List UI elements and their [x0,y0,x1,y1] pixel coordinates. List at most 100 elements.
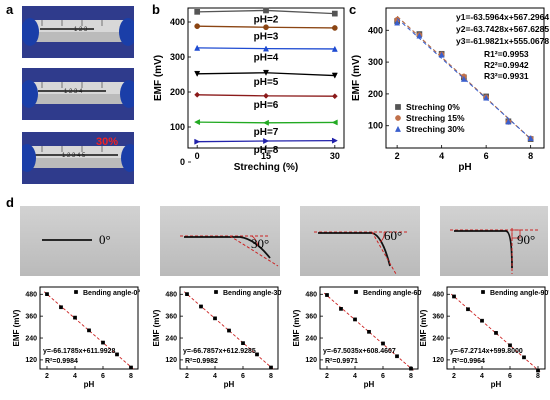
fit-r-squared: R²=0.9984 [45,358,78,365]
data-point [339,307,343,311]
data-point [194,119,201,126]
photo-bend-30 [160,206,280,276]
data-point [269,365,273,370]
fit-equation: y2=-63.7428x+567.6285 [456,24,549,34]
data-point [115,352,119,357]
series-label: pH=4 [254,53,279,64]
x-tick-label: 6 [381,373,385,380]
data-point [263,24,269,31]
data-point [263,92,269,99]
data-point [527,134,534,141]
y-axis-label: EMF (mV) [292,309,301,346]
panel-letter-c: c [349,2,357,17]
data-point [460,75,467,82]
y-axis-label: EMF (mV) [153,55,164,101]
x-tick-label: 6 [101,373,105,380]
y-tick-label: 240 [432,335,444,342]
x-tick-label: 2 [325,373,329,380]
x-tick-label: 6 [484,151,489,161]
series-label: pH=2 [254,14,279,25]
data-point [353,317,357,322]
x-axis-label: pH [491,380,502,389]
data-point [494,331,498,335]
data-point [194,91,201,98]
y-tick-label: 360 [432,313,444,320]
y-axis-label: EMF (mV) [351,55,362,101]
data-point [522,355,526,360]
y-tick-label: 360 [165,313,177,320]
data-point [536,368,540,373]
data-point [59,305,63,310]
data-point [73,315,77,320]
fit-r-squared: R2²=0.9942 [484,60,529,70]
y-tick-label: 240 [25,335,37,342]
data-point [394,19,401,26]
y-tick-label: 480 [25,292,37,299]
data-point [45,292,49,296]
y-tick-label: 0 [180,157,185,167]
data-point [194,9,201,15]
series-label: pH=6 [254,100,279,111]
data-point [483,94,490,101]
fit-equation: y1=-63.5964x+567.2964 [456,12,549,22]
x-tick-label: 8 [528,151,533,161]
x-axis-label: pH [458,162,471,173]
x-axis-label: pH [364,380,375,389]
y-tick-label: 300 [170,52,185,62]
data-point [331,137,338,144]
x-tick-label: 4 [73,373,77,380]
legend-marker [395,115,401,121]
data-point [395,354,399,359]
chart-d-bend-90: 2 4 6 8 120 240 360 480 pH EMF (mV) Bending angle-… [419,286,549,389]
panel-letter-b: b [152,2,160,17]
plot-frame [385,7,545,149]
x-axis-label: pH [224,380,235,389]
svg-text:1 2 3 4 5: 1 2 3 4 5 [62,153,86,159]
x-tick-label: 4 [213,373,217,380]
y-tick-label: 360 [305,313,317,320]
photo-strain-label: 30% [96,136,119,148]
data-point [213,316,217,321]
svg-text:1 2 3 4: 1 2 3 4 [64,89,83,95]
photo-bend-0 [20,206,140,276]
x-axis-label: Streching (%) [234,162,298,173]
x-tick-label: 8 [409,373,413,380]
chart-d-bend-60: 2 4 6 8 120 240 360 480 pH EMF (mV) Bending angle-… [292,286,422,389]
y-tick-label: 100 [368,121,383,131]
fit-r-squared: R²=0.9971 [325,358,358,365]
legend-marker [394,125,402,132]
data-point [508,343,512,348]
fit-equation: y3=-61.9821x+555.0678 [456,36,549,46]
legend-marker [395,104,401,110]
legend-label: Streching 0% [406,102,460,112]
x-tick-label: 8 [269,373,273,380]
y-tick-label: 480 [432,292,444,299]
x-tick-label: 8 [129,373,133,380]
data-point [331,10,338,17]
legend-label: Bending angle-90° [490,289,549,297]
photo-bend-60 [300,206,420,276]
fit-r-squared: R3²=0.9931 [484,71,529,81]
x-axis-label: pH [84,380,95,389]
legend-marker [354,290,358,294]
bend-label-0: 0° [99,232,111,247]
y-tick-label: 240 [165,335,177,342]
x-tick-label: 4 [480,373,484,380]
y-tick-label: 400 [368,25,383,35]
plot-frame [319,286,419,370]
y-tick-label: 200 [170,87,185,97]
x-tick-label: 2 [452,373,456,380]
photo-stretch-0: 1 2 3 [22,6,134,58]
legend-marker [74,290,78,294]
y-axis-label: EMF (mV) [419,309,428,346]
data-point [263,137,270,145]
y-tick-label: 240 [305,335,317,342]
svg-text:1 2 3: 1 2 3 [74,27,88,33]
y-axis-label: EMF (mV) [152,309,161,346]
legend-marker [214,290,218,294]
x-tick-label: 6 [241,373,245,380]
data-point [331,25,338,31]
data-point [438,51,445,58]
data-point [416,32,423,39]
